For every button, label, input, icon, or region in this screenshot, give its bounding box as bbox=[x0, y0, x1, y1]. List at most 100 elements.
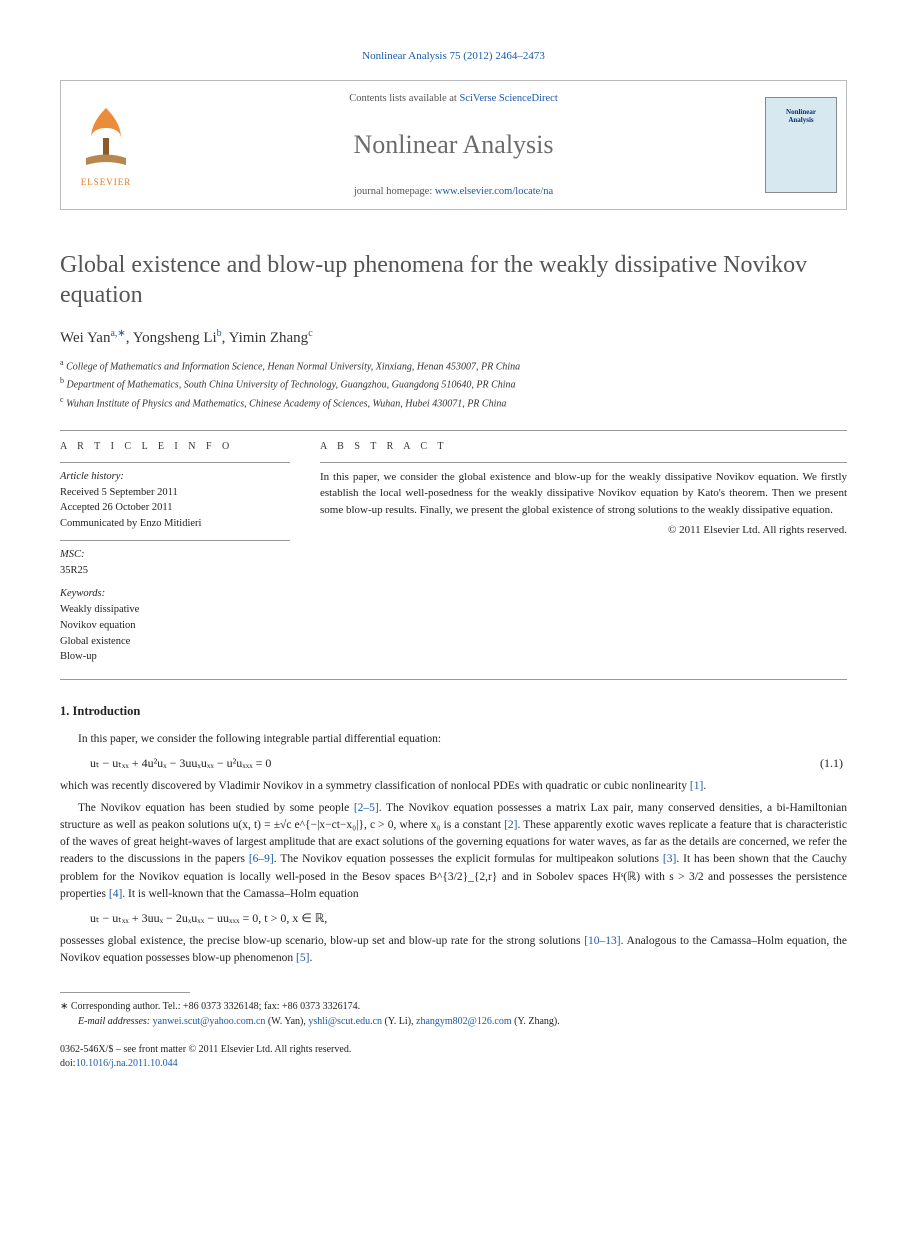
ref-5[interactable]: [5] bbox=[296, 952, 309, 964]
info-abstract-row: A R T I C L E I N F O Article history: R… bbox=[60, 441, 847, 665]
header-center: Contents lists available at SciVerse Sci… bbox=[151, 81, 756, 209]
abstract-copyright: © 2011 Elsevier Ltd. All rights reserved… bbox=[320, 522, 847, 539]
abstract-text: In this paper, we consider the global ex… bbox=[320, 471, 847, 516]
eq-ch-body: uₜ − uₜₓₓ + 3uuₓ − 2uₓuₓₓ − uuₓₓₓ = 0, t… bbox=[90, 909, 327, 927]
journal-reference-link[interactable]: Nonlinear Analysis 75 (2012) 2464–2473 bbox=[362, 50, 545, 62]
author-2-sup: b bbox=[217, 328, 222, 339]
email-label: E-mail addresses: bbox=[78, 1016, 153, 1027]
doi-link[interactable]: 10.1016/j.na.2011.10.044 bbox=[76, 1058, 178, 1069]
keywords-label: Keywords: bbox=[60, 586, 290, 602]
aff-sup-b: b bbox=[60, 376, 64, 385]
para-3: The Novikov equation has been studied by… bbox=[60, 800, 847, 904]
email-3[interactable]: zhangym802@126.com bbox=[416, 1016, 512, 1027]
p4a: possesses global existence, the precise … bbox=[60, 935, 584, 947]
ref-2[interactable]: [2] bbox=[504, 819, 517, 831]
ref-10-13[interactable]: [10–13] bbox=[584, 935, 620, 947]
accepted-date: Accepted 26 October 2011 bbox=[60, 500, 290, 516]
cover-thumbnail[interactable]: Nonlinear Analysis bbox=[756, 81, 846, 209]
homepage-line: journal homepage: www.elsevier.com/locat… bbox=[161, 186, 746, 197]
equation-ch: uₜ − uₜₓₓ + 3uuₓ − 2uₓuₓₓ − uuₓₓₓ = 0, t… bbox=[90, 909, 847, 927]
kw-3: Global existence bbox=[60, 634, 290, 650]
affiliation-b: b Department of Mathematics, South China… bbox=[60, 375, 847, 393]
aff-text-a: College of Mathematics and Information S… bbox=[66, 361, 520, 372]
ref-4[interactable]: [4] bbox=[109, 888, 122, 900]
history-label: Article history: bbox=[60, 469, 290, 485]
ref-3[interactable]: [3] bbox=[663, 853, 676, 865]
abstract: A B S T R A C T In this paper, we consid… bbox=[320, 441, 847, 665]
abstract-heading: A B S T R A C T bbox=[320, 441, 847, 452]
ref-2-5[interactable]: [2–5] bbox=[354, 802, 379, 814]
ref-6-9[interactable]: [6–9] bbox=[249, 853, 274, 865]
abstract-body: In this paper, we consider the global ex… bbox=[320, 462, 847, 539]
divider bbox=[60, 430, 847, 431]
kw-4: Blow-up bbox=[60, 649, 290, 665]
email-1[interactable]: yanwei.scut@yahoo.com.cn bbox=[153, 1016, 266, 1027]
affiliation-a: a College of Mathematics and Information… bbox=[60, 357, 847, 375]
contents-prefix: Contents lists available at bbox=[349, 93, 459, 104]
article-title: Global existence and blow-up phenomena f… bbox=[60, 250, 847, 310]
kw-1: Weakly dissipative bbox=[60, 602, 290, 618]
authors: Wei Yana,∗, Yongsheng Lib, Yimin Zhangc bbox=[60, 328, 847, 347]
email-line: E-mail addresses: yanwei.scut@yahoo.com.… bbox=[60, 1014, 847, 1029]
para-4: possesses global existence, the precise … bbox=[60, 933, 847, 968]
article-history: Article history: Received 5 September 20… bbox=[60, 462, 290, 532]
p2b: . bbox=[703, 780, 706, 792]
corresponding-author: ∗ Corresponding author. Tel.: +86 0373 3… bbox=[60, 999, 847, 1014]
equation-1-1: uₜ − uₜₓₓ + 4u²uₓ − 3uuₓuₓₓ − u²uₓₓₓ = 0… bbox=[90, 754, 847, 772]
footnote-separator bbox=[60, 992, 190, 993]
author-1[interactable]: Wei Yan bbox=[60, 330, 110, 346]
body-text: In this paper, we consider the following… bbox=[60, 731, 847, 968]
cover-title: Nonlinear bbox=[786, 108, 816, 116]
footnote: ∗ Corresponding author. Tel.: +86 0373 3… bbox=[60, 999, 847, 1029]
journal-name: Nonlinear Analysis bbox=[161, 130, 746, 160]
keywords-block: Keywords: Weakly dissipative Novikov equ… bbox=[60, 586, 290, 665]
communicated-by: Communicated by Enzo Mitidieri bbox=[60, 516, 290, 532]
front-matter: 0362-546X/$ – see front matter © 2011 El… bbox=[60, 1043, 847, 1057]
kw-2: Novikov equation bbox=[60, 618, 290, 634]
n1: (W. Yan), bbox=[265, 1016, 308, 1027]
n2: (Y. Li), bbox=[382, 1016, 416, 1027]
sciencedirect-link[interactable]: SciVerse ScienceDirect bbox=[459, 93, 557, 104]
bottom-block: 0362-546X/$ – see front matter © 2011 El… bbox=[60, 1043, 847, 1071]
author-2[interactable]: Yongsheng Li bbox=[133, 330, 217, 346]
msc-value: 35R25 bbox=[60, 563, 290, 579]
ref-1[interactable]: [1] bbox=[690, 780, 703, 792]
eq-1-1-body: uₜ − uₜₓₓ + 4u²uₓ − 3uuₓuₓₓ − u²uₓₓₓ = 0 bbox=[90, 754, 271, 772]
para-2: which was recently discovered by Vladimi… bbox=[60, 778, 847, 795]
aff-sup-a: a bbox=[60, 358, 64, 367]
p3a: The Novikov equation has been studied by… bbox=[78, 802, 354, 814]
affiliation-c: c Wuhan Institute of Physics and Mathema… bbox=[60, 394, 847, 412]
elsevier-logo[interactable]: ELSEVIER bbox=[61, 81, 151, 209]
eq-1-1-num: (1.1) bbox=[820, 754, 843, 772]
divider-2 bbox=[60, 679, 847, 680]
author-1-sup: a,∗ bbox=[110, 328, 125, 339]
contents-line: Contents lists available at SciVerse Sci… bbox=[161, 93, 746, 104]
homepage-link[interactable]: www.elsevier.com/locate/na bbox=[435, 186, 553, 197]
article-info-heading: A R T I C L E I N F O bbox=[60, 441, 290, 452]
aff-text-c: Wuhan Institute of Physics and Mathemati… bbox=[66, 398, 506, 409]
author-3[interactable]: Yimin Zhang bbox=[229, 330, 309, 346]
journal-reference: Nonlinear Analysis 75 (2012) 2464–2473 bbox=[60, 50, 847, 62]
received-date: Received 5 September 2011 bbox=[60, 485, 290, 501]
email-2[interactable]: yshli@scut.edu.cn bbox=[308, 1016, 382, 1027]
elsevier-tree-icon bbox=[76, 103, 136, 173]
article-info: A R T I C L E I N F O Article history: R… bbox=[60, 441, 290, 665]
msc-label: MSC: bbox=[60, 547, 290, 563]
p3f: . It is well-known that the Camassa–Holm… bbox=[122, 888, 358, 900]
cover-image: Nonlinear Analysis bbox=[765, 97, 837, 193]
p2a: which was recently discovered by Vladimi… bbox=[60, 780, 690, 792]
header-box: ELSEVIER Contents lists available at Sci… bbox=[60, 80, 847, 210]
author-3-sup: c bbox=[308, 328, 312, 339]
doi-line: doi:10.1016/j.na.2011.10.044 bbox=[60, 1057, 847, 1071]
elsevier-label: ELSEVIER bbox=[81, 177, 132, 187]
aff-text-b: Department of Mathematics, South China U… bbox=[67, 380, 516, 391]
aff-sup-c: c bbox=[60, 395, 64, 404]
p4c: . bbox=[309, 952, 312, 964]
p3d: . The Novikov equation possesses the exp… bbox=[274, 853, 663, 865]
affiliations: a College of Mathematics and Information… bbox=[60, 357, 847, 412]
para-1: In this paper, we consider the following… bbox=[60, 731, 847, 748]
msc-block: MSC: 35R25 bbox=[60, 540, 290, 579]
cover-sub: Analysis bbox=[788, 116, 813, 124]
section-1-heading: 1. Introduction bbox=[60, 704, 847, 719]
doi-label: doi: bbox=[60, 1058, 76, 1069]
